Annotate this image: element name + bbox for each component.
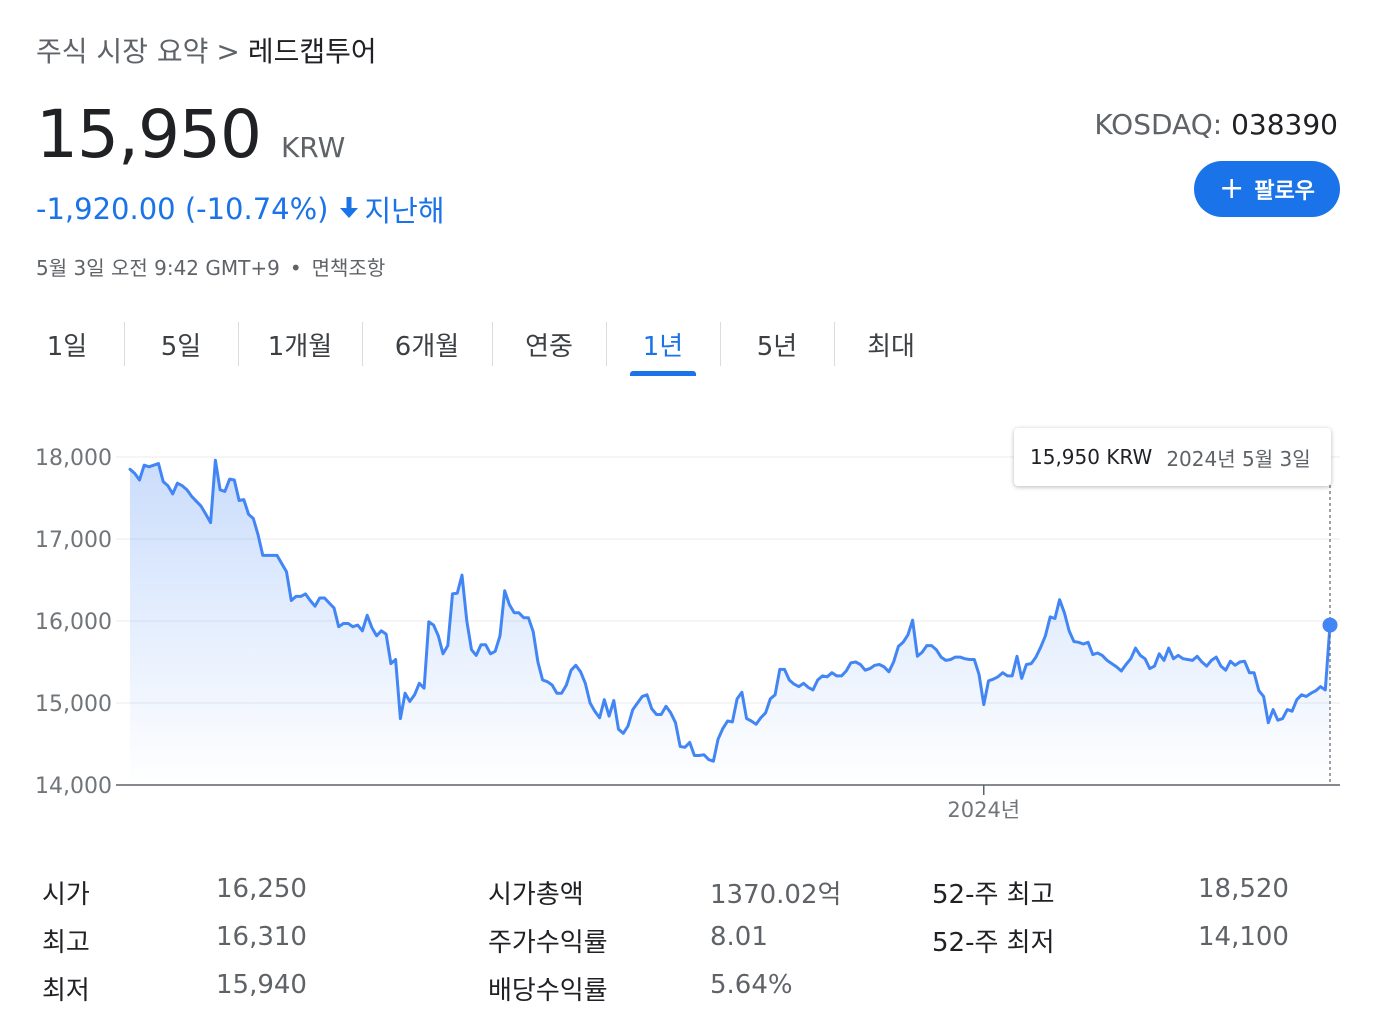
stat-52w-high-value: 18,520: [1198, 874, 1289, 904]
tab-5d[interactable]: 5일: [124, 318, 238, 376]
tab-1y[interactable]: 1년: [606, 318, 720, 376]
y-tick-label: 14,000: [35, 774, 112, 799]
price-area-fill: [130, 460, 1330, 785]
stat-high-label: 최고: [42, 928, 90, 958]
tab-ytd[interactable]: 연중: [492, 318, 606, 376]
y-tick-label: 17,000: [35, 528, 112, 553]
stat-pe-ratio-value: 8.01: [710, 922, 768, 952]
tab-6m[interactable]: 6개월: [362, 318, 492, 376]
chart-tooltip: 15,950 KRW 2024년 5월 3일: [1014, 428, 1331, 486]
y-tick-label: 18,000: [35, 446, 112, 471]
separator-dot: •: [289, 256, 302, 280]
breadcrumb: 주식 시장 요약 > 레드캡투어: [36, 30, 377, 70]
quote-timestamp-row: 5월 3일 오전 9:42 GMT+9 • 면책조항: [36, 252, 385, 281]
x-tick-label: 2024년: [947, 798, 1020, 822]
arrow-down-icon: [339, 192, 359, 226]
currency-label: KRW: [280, 131, 346, 164]
stat-dividend-yield-value: 5.64%: [710, 970, 793, 1000]
ticker-label: KOSDAQ: 038390: [1094, 108, 1338, 141]
price-change-value: -1,920.00 (-10.74%): [36, 192, 329, 226]
follow-button[interactable]: + 팔로우: [1194, 161, 1340, 217]
breadcrumb-parent-link[interactable]: 주식 시장 요약: [36, 35, 209, 68]
price-chart[interactable]: 18,000 17,000 16,000 15,000 14,000 2024년: [0, 400, 1382, 840]
stat-high-value: 16,310: [216, 922, 307, 952]
stat-pe-ratio-label: 주가수익률: [488, 928, 608, 958]
exchange-name: KOSDAQ:: [1094, 108, 1223, 141]
stat-low-value: 15,940: [216, 970, 307, 1000]
price-change: -1,920.00 (-10.74%) 지난해: [36, 188, 445, 230]
y-tick-label: 16,000: [35, 610, 112, 635]
stat-52w-low-label: 52-주 최저: [932, 928, 1055, 958]
tab-max[interactable]: 최대: [834, 318, 948, 376]
price-change-period: 지난해: [364, 194, 445, 228]
stat-market-cap-label: 시가총액: [488, 880, 584, 910]
tab-label: 6개월: [394, 332, 460, 362]
ticker-code: 038390: [1231, 108, 1338, 141]
breadcrumb-current: 레드캡투어: [247, 35, 377, 68]
stat-low-label: 최저: [42, 976, 90, 1006]
current-price: 15,950: [36, 96, 262, 173]
y-tick-label: 15,000: [35, 692, 112, 717]
plus-icon: +: [1219, 171, 1245, 206]
tab-1m[interactable]: 1개월: [238, 318, 362, 376]
tab-label: 1년: [642, 332, 684, 362]
disclaimer-link[interactable]: 면책조항: [311, 256, 386, 280]
tab-5y[interactable]: 5년: [720, 318, 834, 376]
stat-open-label: 시가: [42, 880, 90, 910]
stat-52w-high-label: 52-주 최고: [932, 880, 1055, 910]
tab-label: 1개월: [267, 332, 333, 362]
range-tabs: 1일 5일 1개월 6개월 연중 1년 5년 최대: [10, 318, 948, 378]
latest-price-dot: [1322, 617, 1338, 633]
price-chart-svg: 18,000 17,000 16,000 15,000 14,000 2024년: [35, 446, 1340, 822]
stat-market-cap-value: 1370.02억: [710, 880, 842, 910]
follow-button-label: 팔로우: [1254, 179, 1315, 204]
stat-open-value: 16,250: [216, 874, 307, 904]
price-line: [128, 458, 1332, 763]
tab-label: 최대: [867, 332, 915, 362]
breadcrumb-separator: >: [216, 35, 240, 68]
quote-timestamp: 5월 3일 오전 9:42 GMT+9: [36, 256, 280, 280]
tab-label: 5일: [160, 332, 202, 362]
tab-label: 1일: [46, 332, 88, 362]
price-row: 15,950 KRW: [36, 96, 345, 173]
tooltip-price: 15,950 KRW: [1030, 445, 1153, 469]
stat-52w-low-value: 14,100: [1198, 922, 1289, 952]
tab-1d[interactable]: 1일: [10, 318, 124, 376]
tab-label: 연중: [525, 332, 573, 362]
tooltip-date: 2024년 5월 3일: [1166, 446, 1311, 471]
stat-dividend-yield-label: 배당수익률: [488, 976, 608, 1006]
tab-label: 5년: [756, 332, 798, 362]
